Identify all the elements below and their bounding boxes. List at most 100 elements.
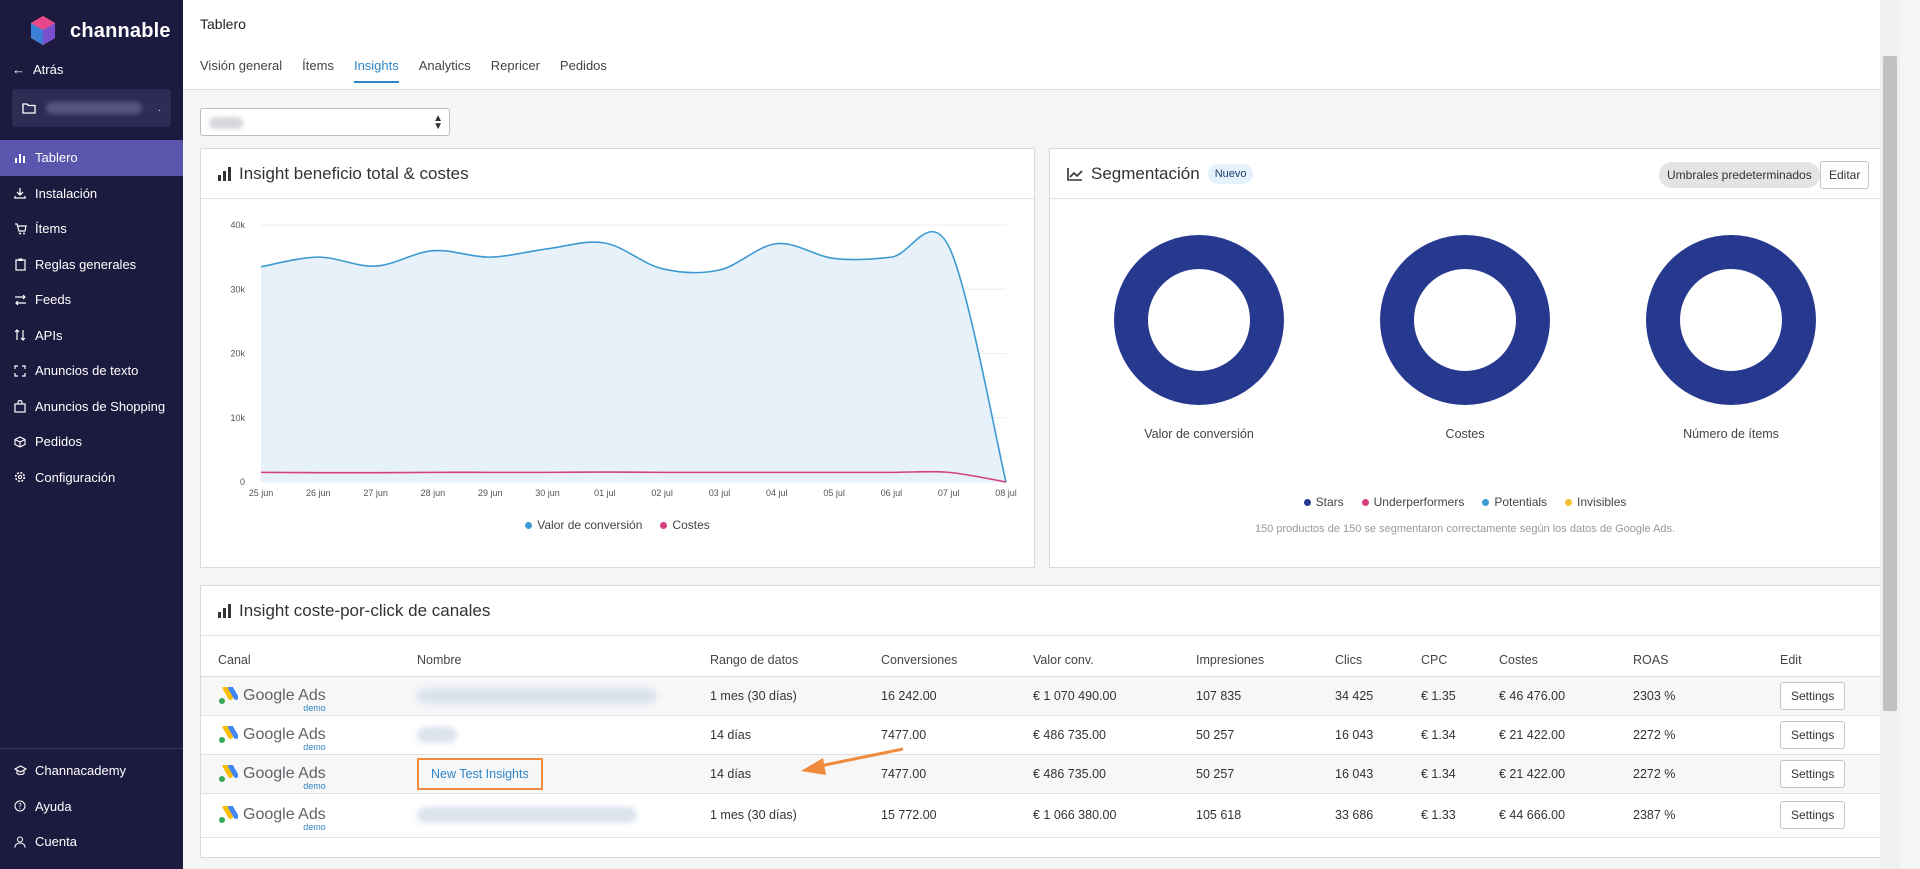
google-ads-logo: Google Ads demo [218,686,417,713]
card-title: Insight coste-por-click de canales [239,600,491,620]
cpc-table: Canal Nombre Rango de datos Conversiones… [201,636,1880,838]
settings-button[interactable]: Settings [1780,720,1846,749]
legend-item-stars[interactable]: Stars [1303,495,1344,509]
sidebar-item-ayuda[interactable]: ? Ayuda [0,789,183,825]
clipboard-icon [13,257,27,271]
col-rango[interactable]: Rango de datos [710,636,881,677]
x-tick-label: 28 jun [421,488,446,498]
cell-roas: 2303 % [1633,676,1780,716]
tab-repricer[interactable]: Repricer [490,58,540,73]
col-edit[interactable]: Edit [1780,636,1880,677]
col-impresiones[interactable]: Impresiones [1196,636,1335,677]
sidebar-item-tablero[interactable]: Tablero [0,140,183,176]
default-thresholds-button[interactable]: Umbrales predeterminados [1659,162,1820,188]
sidebar-item-instalacion[interactable]: Instalación [0,176,183,212]
cell-conversions: 7477.00 [881,715,1033,755]
channel-name: Google Ads [243,686,326,704]
settings-button[interactable]: Settings [1780,801,1846,829]
insight-name-link[interactable]: New Test Insights [431,766,529,781]
dot-icon: . [158,102,161,114]
insight-name-redacted [417,726,457,743]
page-scrollbar[interactable] [1880,0,1900,869]
col-valor[interactable]: Valor conv. [1033,636,1196,677]
col-conversiones[interactable]: Conversiones [881,636,1033,677]
series-line-costes [260,470,1007,483]
legend-item-underperformers[interactable]: Underperformers [1361,495,1464,509]
help-icon: ? [13,799,27,813]
col-roas[interactable]: ROAS [1633,636,1780,677]
cell-cpc: € 1.33 [1421,793,1499,838]
sidebar-item-pedidos[interactable]: Pedidos [0,424,183,460]
col-costes[interactable]: Costes [1499,636,1633,677]
gear-icon [13,470,27,484]
sidebar-item-label: Feeds [35,292,72,308]
tab-insights[interactable]: Insights [353,58,399,83]
sidebar-item-anuncios-shopping[interactable]: Anuncios de Shopping [0,389,183,425]
table-row[interactable]: Google Ads demo New Test Insights 14 días 74… [201,754,1880,794]
sidebar-item-label: Cuenta [35,834,77,850]
sidebar-item-configuracion[interactable]: Configuración [0,460,183,496]
app-name: channable [70,19,171,42]
tab-pedidos[interactable]: Pedidos [559,58,607,73]
col-canal[interactable]: Canal [201,636,417,677]
sidebar-item-label: Channacademy [35,763,127,779]
sidebar-item-apis[interactable]: APIs [0,318,183,354]
legend-item-potentials[interactable]: Potentials [1482,495,1547,509]
chart-legend: Valor de conversión Costes [201,518,1034,532]
legend-item-costes[interactable]: Costes [660,518,710,532]
tab-vision-general[interactable]: Visión general [200,58,283,73]
legend-item-conversion[interactable]: Valor de conversión [525,518,642,532]
legend-item-invisibles[interactable]: Invisibles [1565,495,1626,509]
donut-costes [1380,235,1550,405]
legend-dot [525,522,533,529]
cell-impressions: 50 257 [1196,754,1335,794]
legend-dot [660,522,668,529]
x-tick-label: 25 jun [249,488,274,498]
tab-items[interactable]: Ítems [302,58,334,73]
sidebar-item-channacademy[interactable]: Channacademy [0,753,183,789]
table-row[interactable]: Google Ads demo 1 mes (30 días) 15 772.00 € … [201,793,1880,838]
table-row[interactable]: Google Ads demo 14 días 7477.00 € 486 735.00… [201,715,1880,755]
channel-name: Google Ads [243,806,326,823]
google-ads-icon [219,806,238,823]
tab-analytics[interactable]: Analytics [418,58,471,73]
cell-impressions: 105 618 [1196,793,1335,838]
back-link[interactable]: ← Atrás [12,62,63,77]
sidebar-item-items[interactable]: Ítems [0,211,183,247]
cell-clicks: 33 686 [1335,793,1421,838]
segmentation-card: Segmentación Nuevo Umbrales predetermina… [1049,148,1881,568]
main-content: Tablero Visión general Ítems Insights An… [183,0,1900,869]
sidebar: channable ← Atrás . Tablero Instalación … [0,0,183,869]
col-nombre[interactable]: Nombre [417,636,710,677]
donut-label: Costes [1445,427,1485,441]
series-line-conversion [260,230,1007,483]
edit-button[interactable]: Editar [1820,161,1870,189]
project-selector[interactable]: . [12,89,171,127]
sidebar-item-cuenta[interactable]: Cuenta [0,824,183,860]
col-cpc[interactable]: CPC [1421,636,1499,677]
col-clics[interactable]: Clics [1335,636,1421,677]
x-tick-label: 01 jul [594,488,616,498]
sidebar-item-feeds[interactable]: Feeds [0,282,183,318]
cell-impressions: 107 835 [1196,676,1335,716]
cell-range: 1 mes (30 días) [710,793,881,838]
scrollbar-thumb[interactable] [1883,56,1897,711]
cell-conversions: 16 242.00 [881,676,1033,716]
insight-name-redacted [417,687,657,704]
card-header: Segmentación Nuevo [1050,149,1880,199]
page-title: Tablero [200,16,246,32]
insight-select[interactable]: ▲ ▼ [200,108,450,136]
x-tick-label: 04 jul [766,488,788,498]
back-label: Atrás [33,62,64,77]
cell-value: € 1 066 380.00 [1033,793,1196,838]
profit-costs-card: Insight beneficio total & costes 0 10k 20k… [200,148,1035,568]
settings-button[interactable]: Settings [1780,759,1846,788]
table-row[interactable]: Google Ads demo 1 mes (30 días) 16 242.00 € … [201,676,1880,716]
sidebar-item-reglas[interactable]: Reglas generales [0,247,183,283]
channable-logo[interactable]: channable [26,14,171,48]
settings-button[interactable]: Settings [1780,681,1846,710]
y-tick-label: 10k [230,413,245,423]
project-name-redacted [46,102,142,114]
donut-label: Número de ítems [1683,427,1779,441]
sidebar-item-anuncios-texto[interactable]: Anuncios de texto [0,353,183,389]
